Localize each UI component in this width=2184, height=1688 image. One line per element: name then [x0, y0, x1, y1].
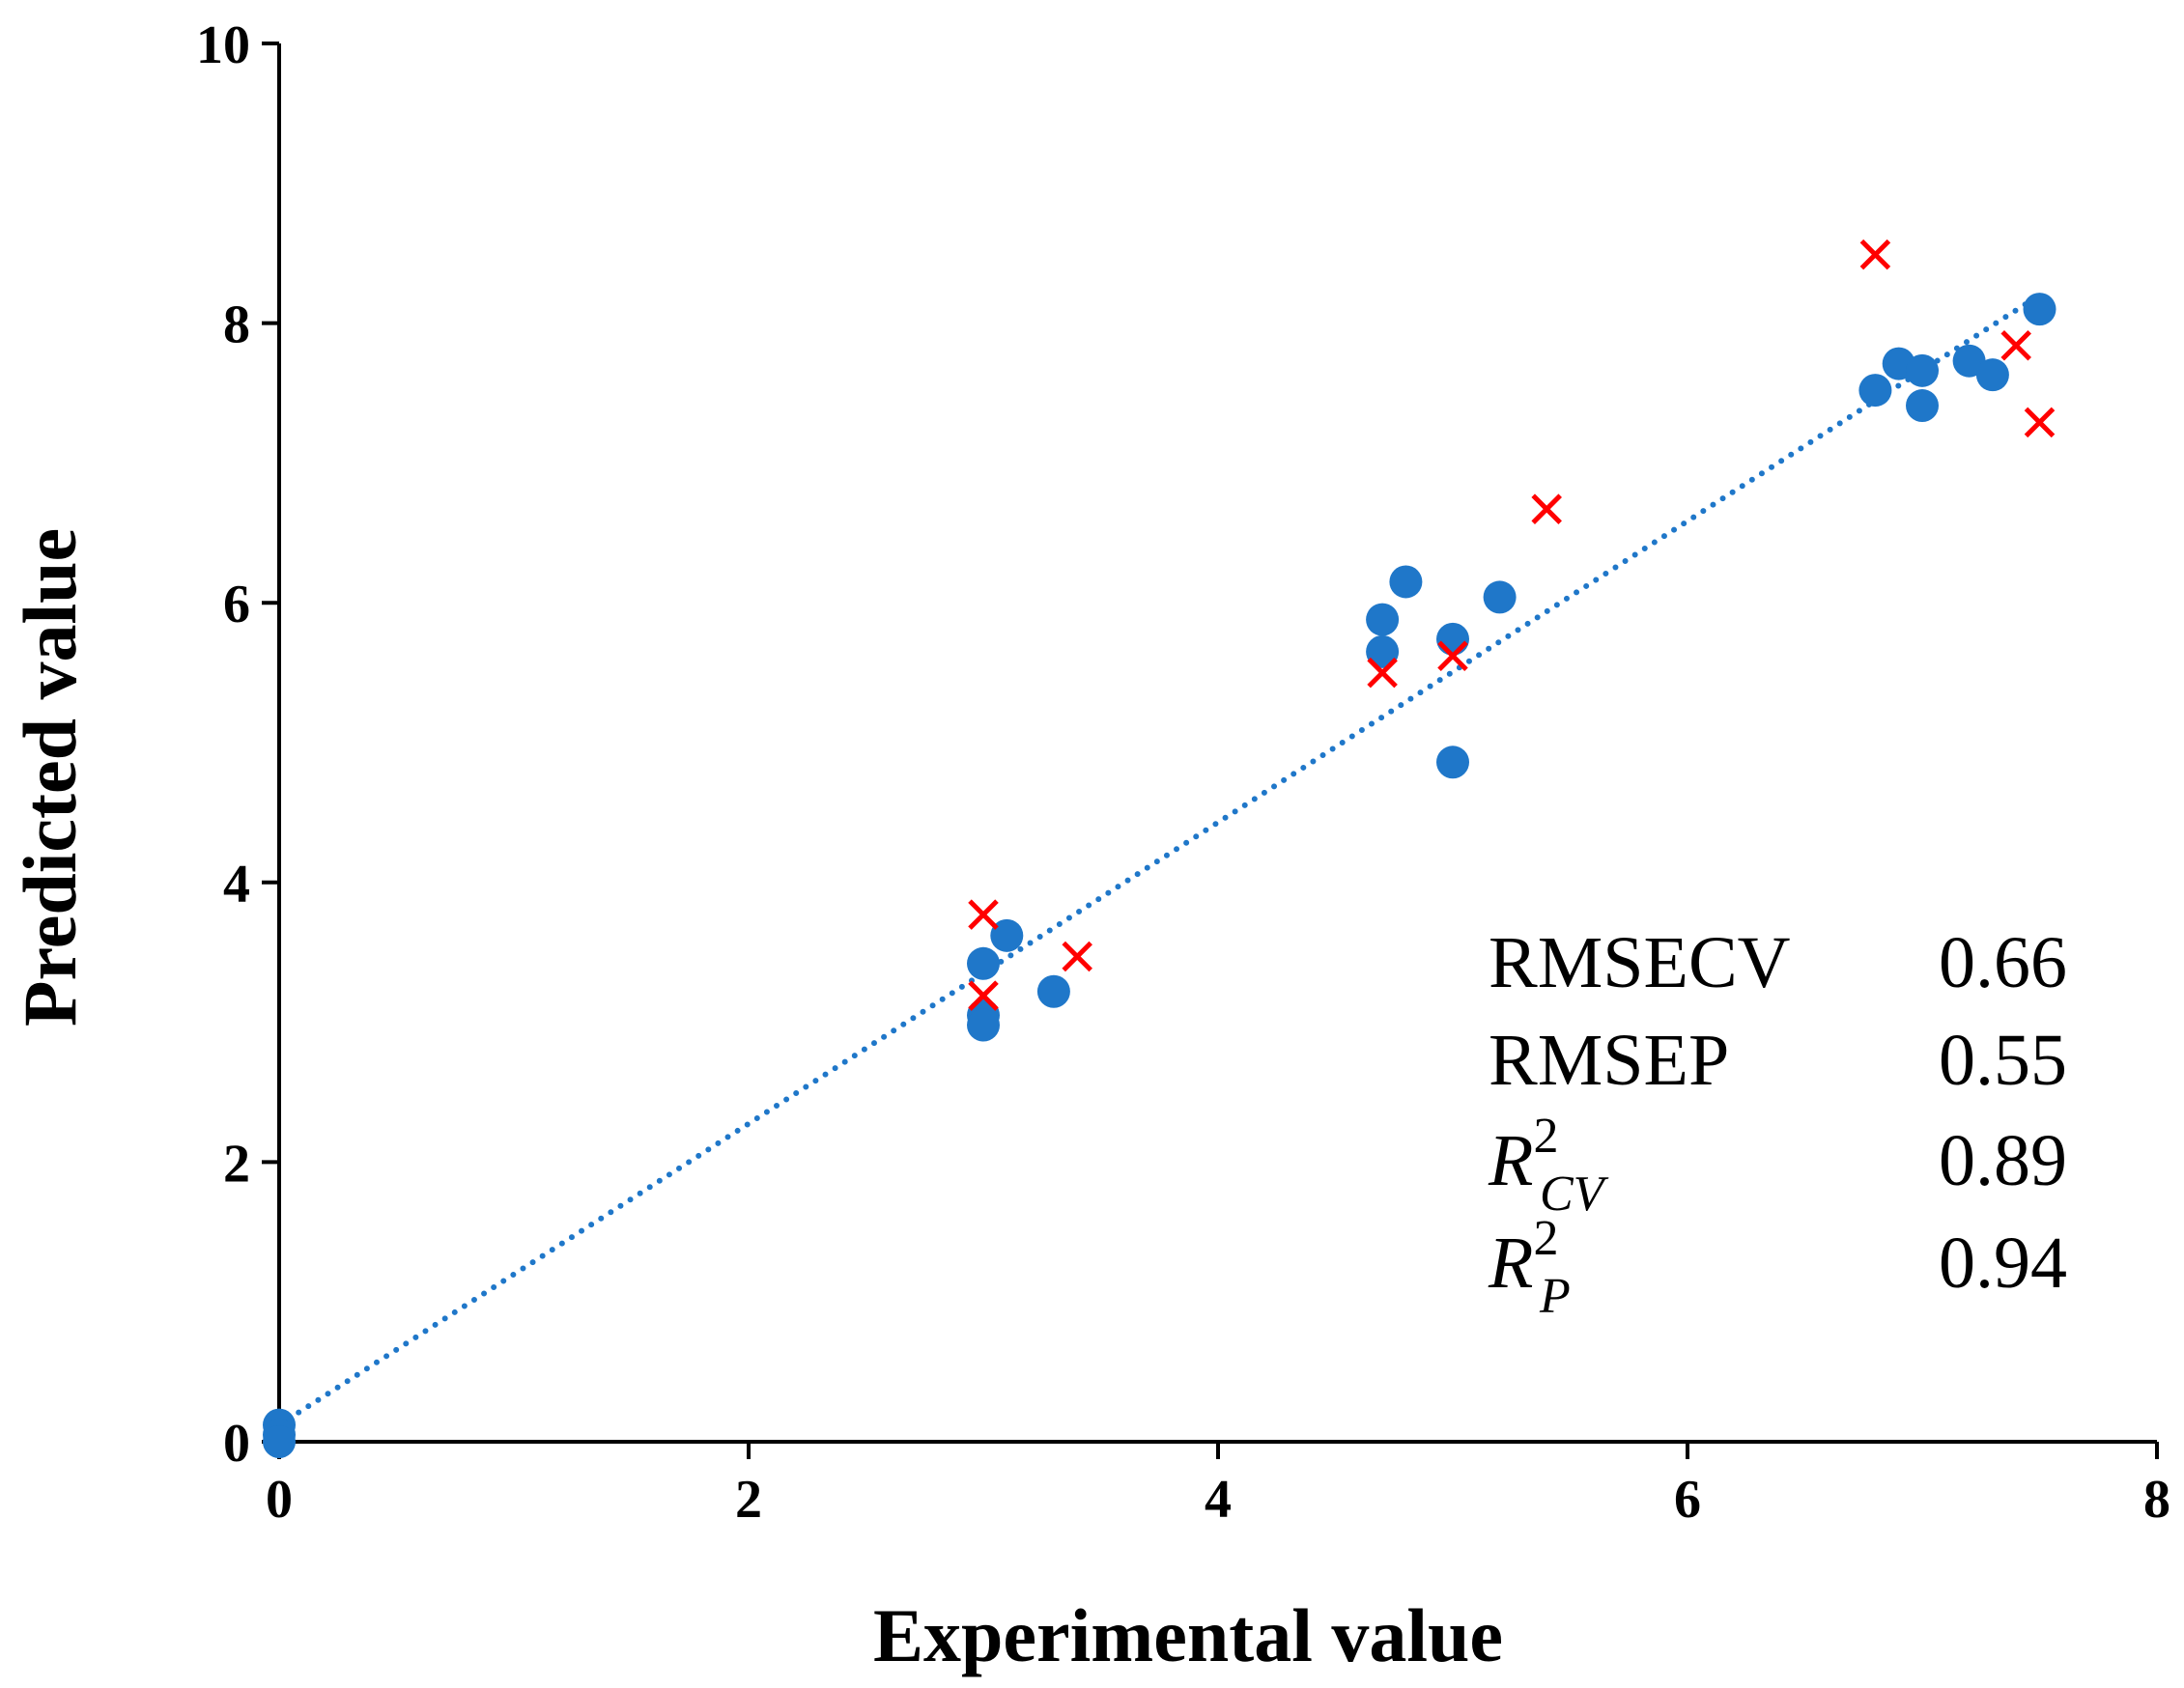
stat-value-r2cv: 0.89 — [1939, 1120, 2067, 1201]
stat-value-rmsep: 0.55 — [1939, 1020, 2067, 1101]
points-group — [263, 239, 2056, 1458]
calibration-point — [1389, 565, 1423, 599]
stat-value-r2p: 0.94 — [1939, 1223, 2067, 1304]
calibration-point — [1366, 603, 1400, 636]
calibration-point — [1858, 374, 1892, 408]
y-tick-label: 8 — [223, 295, 250, 355]
prediction-point — [1437, 640, 1468, 671]
stat-value-rmsecv: 0.66 — [1939, 922, 2067, 1003]
x-tick-label: 8 — [2143, 1470, 2170, 1530]
calibration-point — [1436, 622, 1469, 656]
prediction-point — [2024, 407, 2056, 438]
calibration-point — [2023, 293, 2056, 326]
x-tick-label: 6 — [1674, 1470, 1701, 1530]
calibration-point — [1366, 634, 1400, 668]
stat-label-r2p: R2 P — [1488, 1211, 1571, 1324]
y-tick-label: 10 — [196, 15, 250, 75]
calibration-point — [263, 1425, 296, 1458]
axes: 0 2 4 6 8 0 2 4 6 8 10 — [196, 15, 2170, 1530]
prediction-point — [968, 980, 999, 1011]
x-tick-label: 2 — [735, 1470, 762, 1530]
x-tick-label: 0 — [266, 1470, 293, 1530]
stat-label-rmsep: RMSEP — [1489, 1020, 1729, 1101]
prediction-point — [2000, 330, 2031, 361]
y-axis-title: Predicted value — [8, 528, 92, 1027]
x-tick-label: 4 — [1205, 1470, 1232, 1530]
prediction-point — [1531, 493, 1562, 524]
prediction-point — [1859, 239, 1891, 270]
calibration-point — [990, 918, 1024, 952]
x-axis-title: Experimental value — [873, 1593, 1503, 1677]
stat-label-r2cv: R2 CV — [1488, 1109, 1609, 1222]
trendline-group — [276, 292, 2043, 1428]
stats-annotation: RMSECV 0.66 RMSEP 0.55 R2 CV 0.89 R2 P 0.94 — [1488, 922, 2067, 1324]
y-tick-label: 2 — [223, 1134, 250, 1194]
prediction-point — [1062, 941, 1092, 972]
calibration-point — [1906, 389, 1939, 423]
y-tick-label: 6 — [223, 575, 250, 634]
y-tick-label: 0 — [223, 1414, 250, 1474]
calibration-point — [1436, 746, 1469, 779]
calibration-point — [1036, 974, 1070, 1008]
calibration-point — [1906, 353, 1939, 387]
calibration-point — [967, 946, 1000, 980]
trendline — [276, 292, 2043, 1428]
y-tick-label: 4 — [223, 855, 250, 914]
prediction-point — [968, 899, 999, 930]
calibration-point — [1975, 358, 2009, 392]
stat-label-rmsecv: RMSECV — [1489, 922, 1791, 1003]
calibration-point — [967, 1008, 1000, 1042]
prediction-point — [1367, 657, 1398, 689]
calibration-point — [1483, 580, 1517, 614]
